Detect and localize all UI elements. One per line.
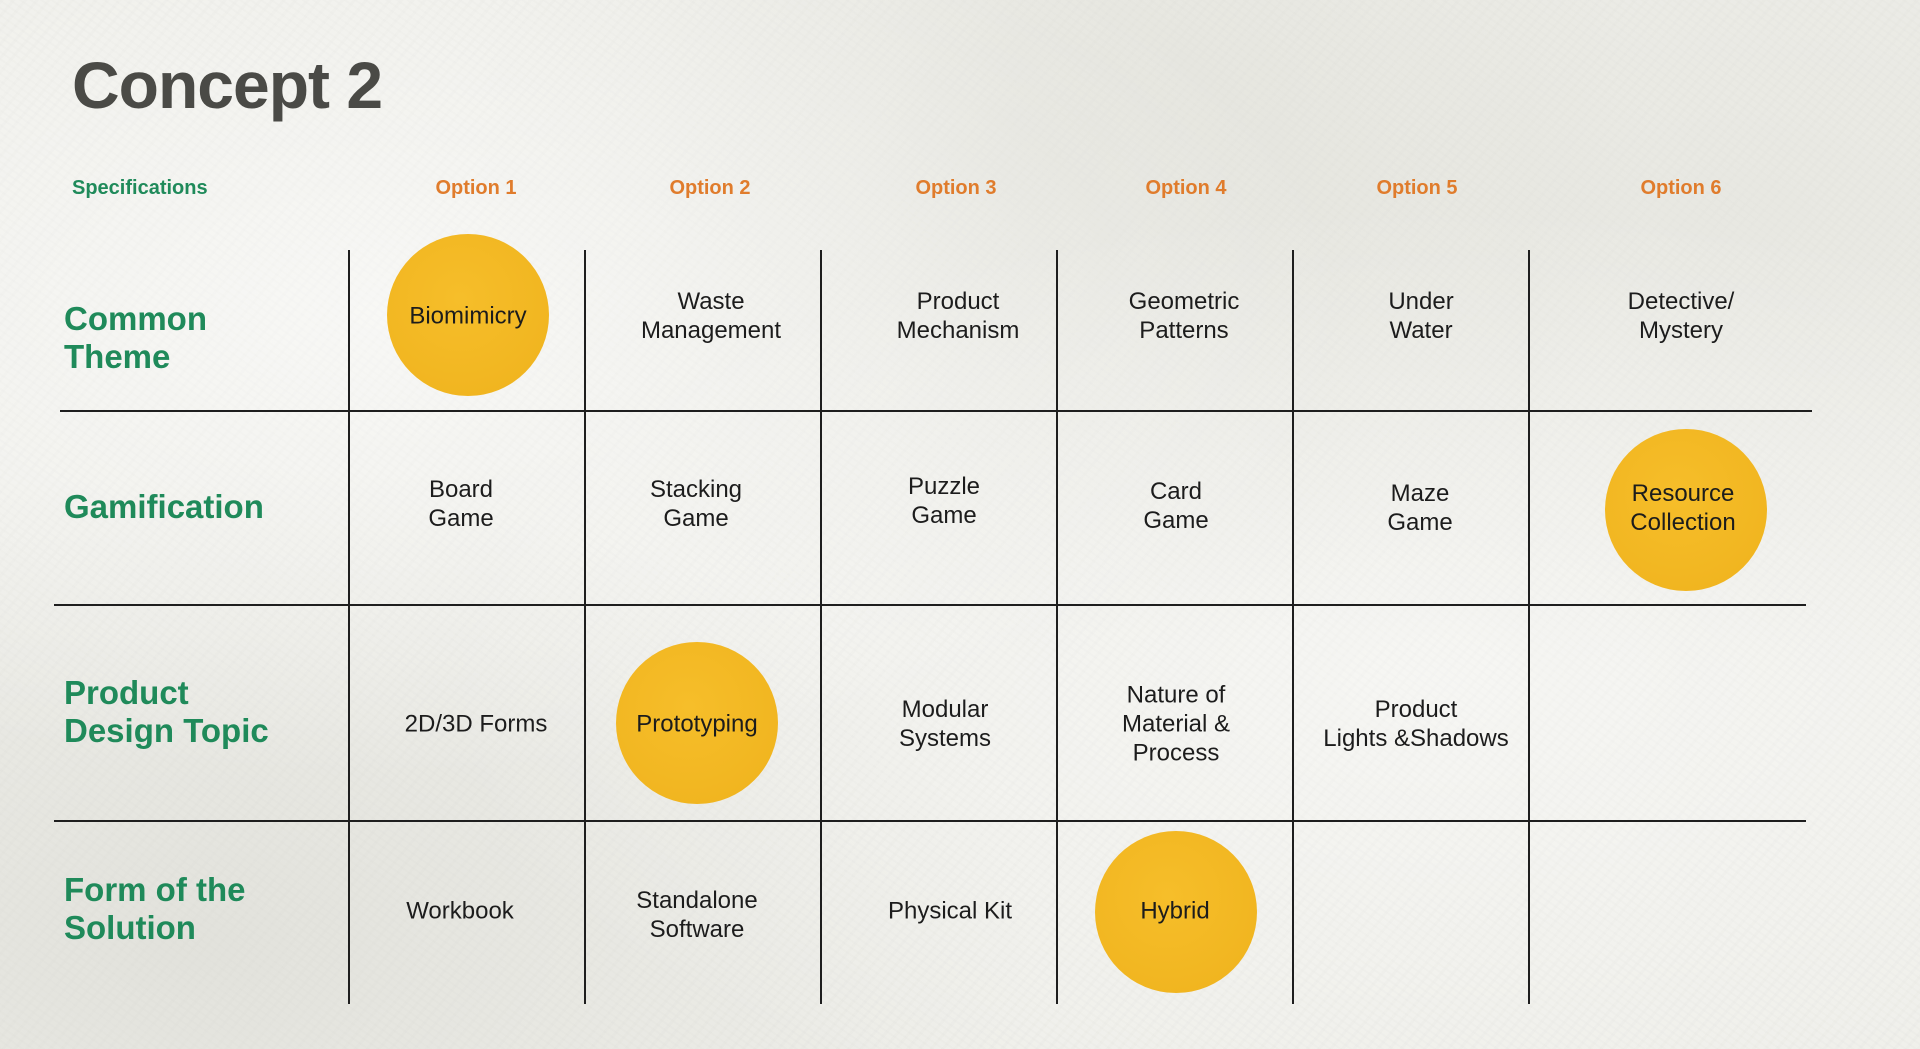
cell-workbook: Workbook: [406, 897, 514, 925]
grid-vertical-line: [820, 250, 822, 1004]
cell-under-water: Under Water: [1388, 288, 1454, 344]
cell-stacking-game: Stacking Game: [649, 476, 743, 532]
highlight-circle-gamification: [1605, 429, 1767, 591]
cell-modular-systems: Modular Systems: [898, 696, 992, 752]
cell-hybrid: Hybrid: [1140, 897, 1210, 925]
option-2-header: Option 2: [669, 177, 751, 199]
cell-waste-management: Waste Management: [640, 288, 782, 344]
option-1-header: Option 1: [435, 177, 517, 199]
cell-nature-of-material-process: Nature of Material & Process: [1121, 681, 1231, 767]
option-6-header: Option 6: [1640, 177, 1722, 199]
highlight-circle-form-of-solution: [1095, 831, 1257, 993]
option-4-header: Option 4: [1145, 177, 1227, 199]
grid-horizontal-line: [54, 604, 1806, 606]
row-label-common-theme: Common Theme: [64, 300, 207, 375]
grid-vertical-line: [1056, 250, 1058, 1004]
grid-vertical-line: [348, 250, 350, 1004]
row-label-product-design-topic: Product Design Topic: [64, 674, 269, 749]
specifications-header: Specifications: [72, 177, 208, 199]
highlight-circle-common-theme: [387, 234, 549, 396]
cell-resource-collection: Resource Collection: [1630, 480, 1736, 536]
row-label-gamification: Gamification: [64, 488, 264, 525]
option-3-header: Option 3: [915, 177, 997, 199]
cell-geometric-patterns: Geometric Patterns: [1128, 288, 1240, 344]
cell-product-lights-shadows: Product Lights &Shadows: [1323, 696, 1509, 752]
row-label-form-of-solution: Form of the Solution: [64, 871, 246, 946]
grid-vertical-line: [1292, 250, 1294, 1004]
cell-physical-kit: Physical Kit: [887, 897, 1013, 925]
highlight-circle-product-design-topic: [616, 642, 778, 804]
grid-horizontal-line: [54, 820, 1806, 822]
page-title: Concept 2: [72, 48, 383, 122]
cell-standalone-software: Standalone Software: [636, 887, 758, 943]
cell-detective-mystery: Detective/Mystery: [1627, 288, 1735, 344]
cell-prototyping: Prototyping: [636, 710, 758, 738]
cell-board-game: Board Game: [428, 476, 494, 532]
grid-horizontal-line: [60, 410, 1812, 412]
cell-card-game: Card Game: [1143, 478, 1209, 534]
grid-vertical-line: [584, 250, 586, 1004]
cell-product-mechanism: Product Mechanism: [896, 288, 1020, 344]
cell-2d-3d-forms: 2D/3D Forms: [404, 710, 548, 738]
cell-biomimicry: Biomimicry: [409, 302, 527, 330]
cell-maze-game: Maze Game: [1387, 480, 1453, 536]
grid-vertical-line: [1528, 250, 1530, 1004]
option-5-header: Option 5: [1376, 177, 1458, 199]
cell-puzzle-game: Puzzle Game: [907, 473, 981, 529]
